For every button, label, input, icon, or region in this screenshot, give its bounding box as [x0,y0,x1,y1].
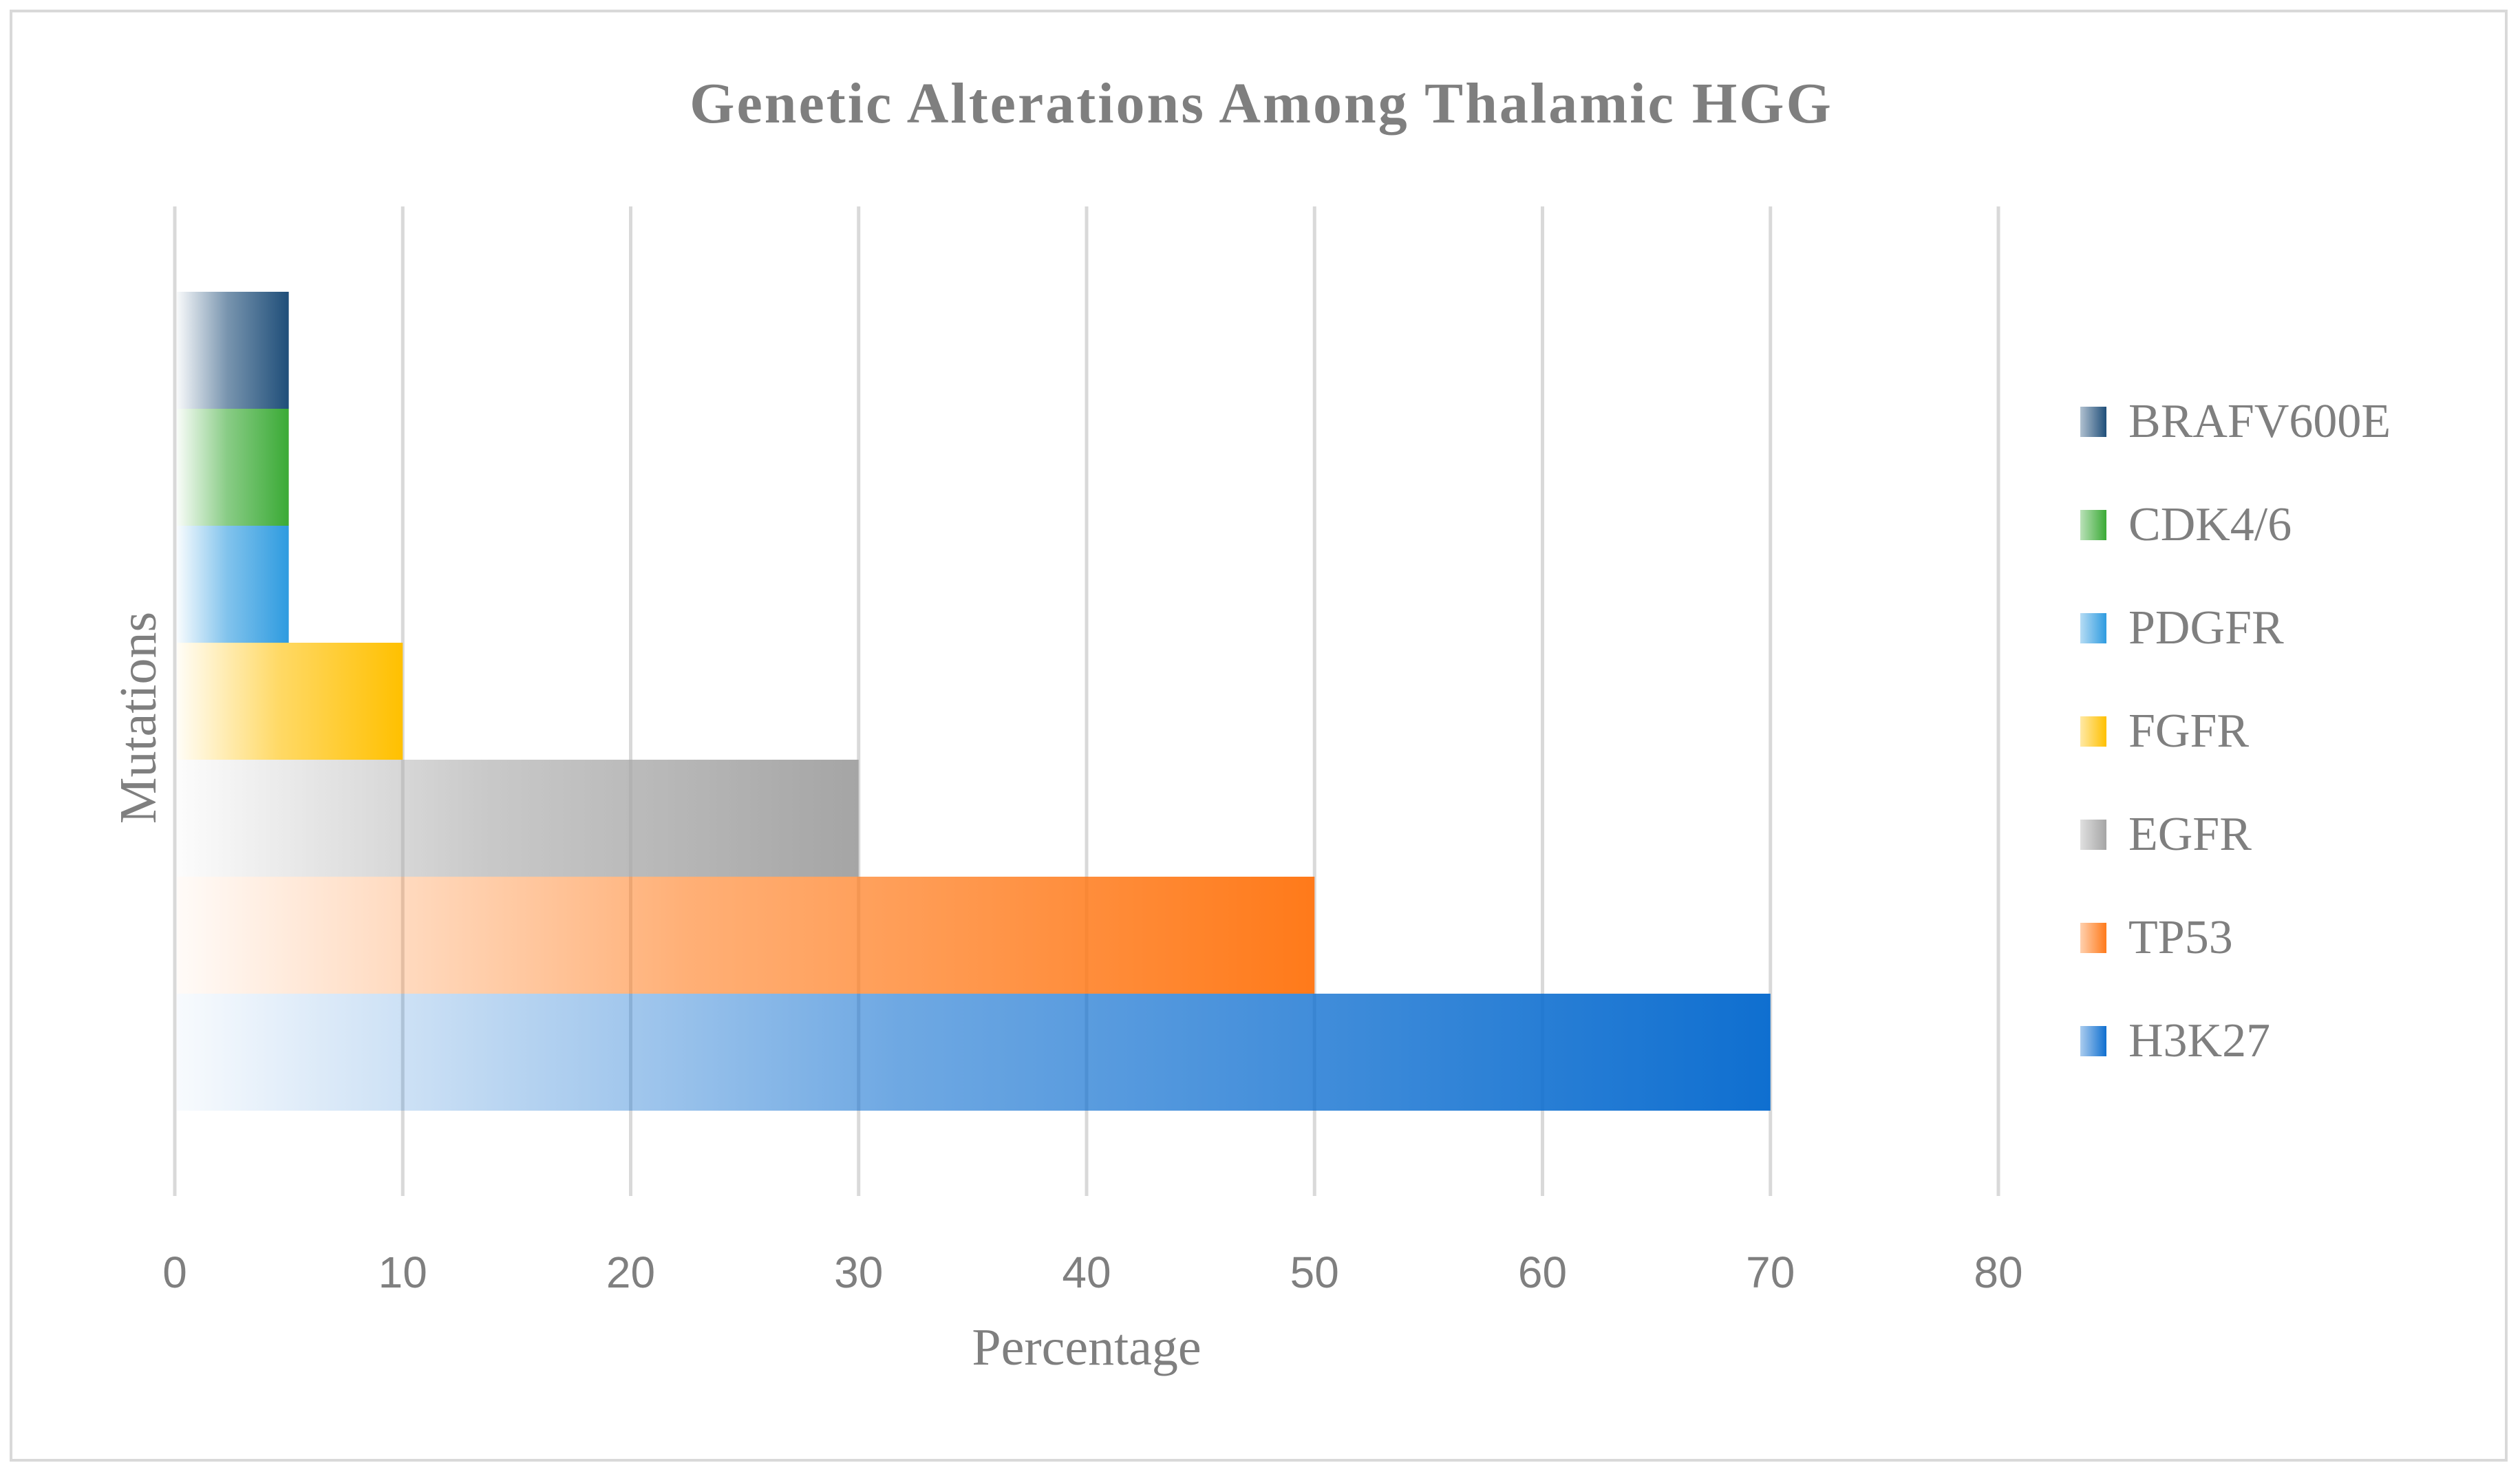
bar-tp53 [177,877,1315,994]
x-axis-ticks: 0 10 20 30 40 50 60 70 80 [162,1248,2022,1297]
legend-label: TP53 [2128,911,2233,964]
legend-swatch [2080,510,2106,540]
x-tick-label: 10 [378,1248,427,1297]
legend-label: FGFR [2128,705,2249,758]
x-axis-title: Percentage [972,1318,1201,1376]
legend-swatch [2080,716,2106,747]
legend-label: H3K27 [2128,1014,2270,1067]
x-tick-label: 60 [1518,1248,1567,1297]
legend-label: CDK4/6 [2128,498,2292,551]
x-tick-label: 70 [1746,1248,1795,1297]
bar-pdgfr [177,526,289,643]
x-tick-label: 0 [162,1248,187,1297]
legend-label: EGFR [2128,808,2252,861]
x-tick-label: 80 [1974,1248,2022,1297]
legend-label: BRAFV600E [2128,395,2391,448]
legend-swatch [2080,613,2106,643]
bar-fgfr [177,643,403,760]
bar-brafv600e [177,292,289,409]
chart-canvas: Genetic Alterations Among Thalamic HGG 0… [109,72,2391,1376]
legend-swatch [2080,1026,2106,1056]
bars [177,292,1771,1111]
x-tick-label: 20 [606,1248,655,1297]
legend-swatch [2080,820,2106,850]
bar-egfr [177,760,859,877]
bar-h3k27 [177,994,1771,1111]
legend-swatch [2080,923,2106,953]
chart-frame: Genetic Alterations Among Thalamic HGG 0… [10,10,2508,1462]
x-tick-label: 40 [1062,1248,1111,1297]
gridlines [173,206,2000,1196]
bar-cdk4-6 [177,409,289,526]
legend-label: PDGFR [2128,601,2284,654]
x-tick-label: 50 [1290,1248,1339,1297]
legend: BRAFV600E CDK4/6 PDGFR FGFR EGFR TP53 H3K27 [2080,395,2391,1067]
x-tick-label: 30 [834,1248,883,1297]
y-axis-title: Mutations [109,612,167,824]
chart-title: Genetic Alterations Among Thalamic HGG [690,72,1833,136]
legend-swatch [2080,407,2106,437]
